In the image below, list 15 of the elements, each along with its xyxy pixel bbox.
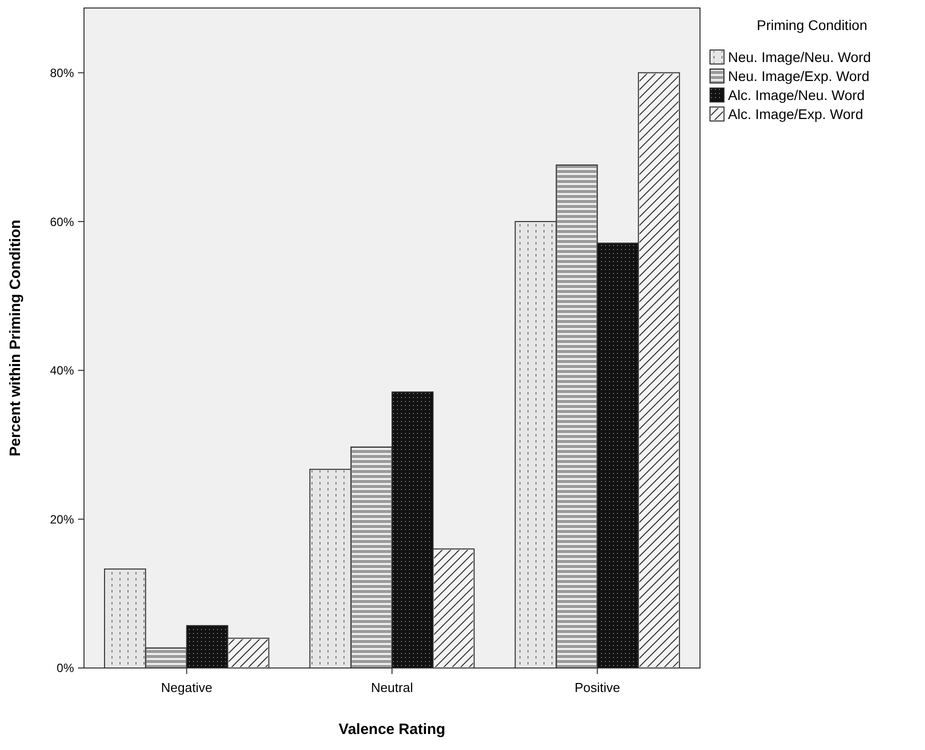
y-tick-label: 40% — [50, 364, 74, 378]
x-tick-label: Negative — [161, 680, 212, 695]
legend-label: Alc. Image/Neu. Word — [728, 87, 865, 103]
y-tick-label: 80% — [50, 66, 74, 80]
x-axis-title: Valence Rating — [338, 721, 446, 738]
y-tick-label: 20% — [50, 512, 74, 526]
x-tick-label: Positive — [574, 680, 620, 695]
y-tick-label: 60% — [50, 214, 74, 229]
x-tick-label: Neutral — [371, 680, 414, 695]
legend-label: Neu. Image/Exp. Word — [728, 68, 870, 84]
legend-label: Alc. Image/Exp. Word — [728, 106, 864, 122]
y-tick-label: 0% — [56, 661, 74, 676]
legend-label: Neu. Image/Neu. Word — [728, 49, 871, 65]
legend-title: Priming Condition — [756, 17, 868, 33]
y-axis-title: Percent within Priming Condition — [7, 220, 24, 456]
